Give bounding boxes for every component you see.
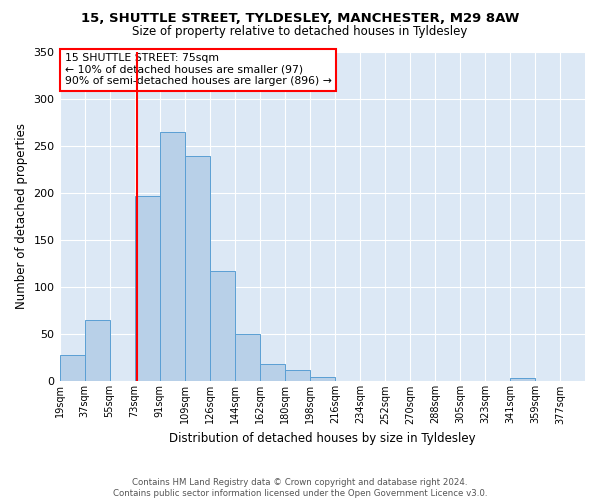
Text: 15 SHUTTLE STREET: 75sqm
← 10% of detached houses are smaller (97)
90% of semi-d: 15 SHUTTLE STREET: 75sqm ← 10% of detach… — [65, 53, 332, 86]
Text: Size of property relative to detached houses in Tyldesley: Size of property relative to detached ho… — [133, 25, 467, 38]
Bar — [260, 364, 285, 382]
Bar — [510, 378, 535, 382]
Text: Contains HM Land Registry data © Crown copyright and database right 2024.
Contai: Contains HM Land Registry data © Crown c… — [113, 478, 487, 498]
Bar — [310, 376, 335, 382]
Bar — [160, 132, 185, 382]
Bar — [85, 320, 110, 382]
Bar — [235, 334, 260, 382]
Text: 15, SHUTTLE STREET, TYLDESLEY, MANCHESTER, M29 8AW: 15, SHUTTLE STREET, TYLDESLEY, MANCHESTE… — [81, 12, 519, 26]
Bar — [185, 156, 209, 382]
X-axis label: Distribution of detached houses by size in Tyldesley: Distribution of detached houses by size … — [169, 432, 476, 445]
Y-axis label: Number of detached properties: Number of detached properties — [15, 124, 28, 310]
Bar — [59, 355, 85, 382]
Bar — [134, 196, 160, 382]
Bar — [209, 271, 235, 382]
Bar — [285, 370, 310, 382]
